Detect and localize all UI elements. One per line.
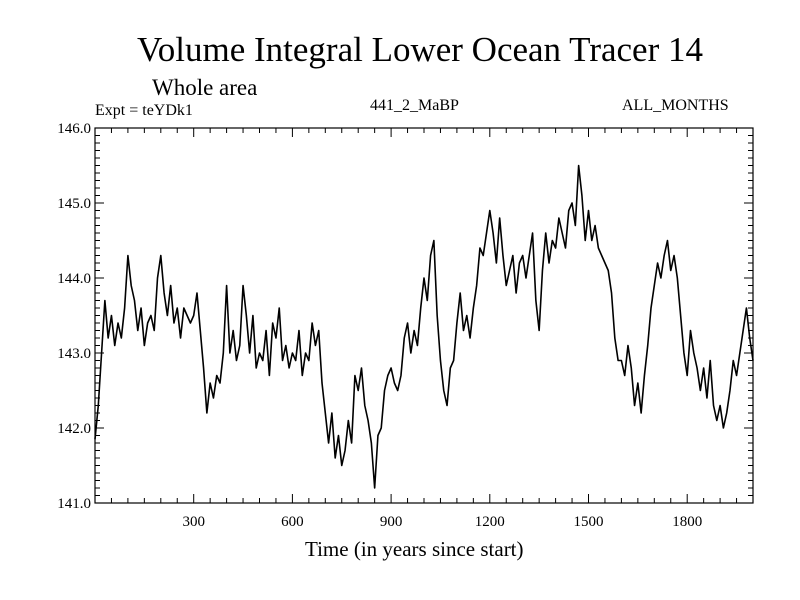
x-tick-label: 1500: [574, 514, 604, 530]
y-tick-label: 144.0: [57, 271, 91, 287]
y-tick-label: 141.0: [57, 496, 91, 512]
axis-ticks: [95, 128, 753, 503]
chart-title: Volume Integral Lower Ocean Tracer 14: [137, 30, 703, 69]
chart-subtitle: Whole area: [152, 75, 258, 100]
x-tick-label: 1200: [475, 514, 505, 530]
y-tick-label: 143.0: [57, 346, 91, 362]
experiment-label: Expt = teYDk1: [95, 102, 193, 119]
y-tick-label: 142.0: [57, 421, 91, 437]
x-tick-label: 900: [380, 514, 403, 530]
period-label: 441_2_MaBP: [370, 97, 459, 114]
y-tick-label: 146.0: [57, 121, 91, 137]
x-tick-label: 1800: [672, 514, 702, 530]
months-label: ALL_MONTHS: [622, 97, 729, 114]
y-tick-label: 145.0: [57, 196, 91, 212]
data-series-line: [94, 164, 754, 489]
axis-tick-labels: 300 600 900 1200 1500 1800 141.0 142.0 143.0 144.…: [57, 121, 702, 530]
x-tick-label: 600: [281, 514, 304, 530]
x-tick-label: 300: [182, 514, 205, 530]
x-axis-label: Time (in years since start): [305, 537, 524, 561]
